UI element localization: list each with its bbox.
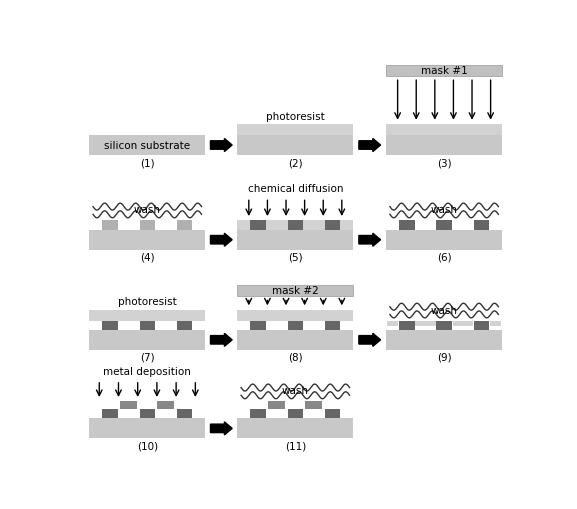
Bar: [237, 220, 354, 230]
Text: (8): (8): [288, 353, 303, 363]
Text: wash: wash: [282, 386, 309, 397]
Bar: [436, 321, 452, 330]
Bar: [436, 220, 452, 230]
Text: (10): (10): [137, 441, 158, 451]
Bar: [102, 321, 118, 330]
Bar: [140, 220, 155, 230]
FancyArrow shape: [359, 233, 381, 246]
Bar: [89, 418, 205, 438]
Text: (3): (3): [437, 158, 451, 168]
Bar: [89, 230, 205, 250]
Bar: [325, 321, 340, 330]
Bar: [387, 321, 398, 326]
Bar: [89, 135, 205, 155]
Bar: [287, 409, 303, 418]
Text: photoresist: photoresist: [118, 297, 177, 307]
Text: (9): (9): [437, 353, 451, 363]
Bar: [177, 220, 192, 230]
Bar: [490, 321, 501, 326]
FancyArrow shape: [211, 333, 232, 346]
Bar: [386, 65, 502, 76]
Text: (2): (2): [288, 158, 303, 168]
Text: photoresist: photoresist: [266, 112, 325, 122]
Bar: [140, 409, 155, 418]
Bar: [325, 409, 340, 418]
Bar: [287, 321, 303, 330]
Bar: [237, 330, 354, 350]
Bar: [120, 402, 137, 409]
Text: mask #2: mask #2: [272, 286, 319, 296]
Bar: [237, 124, 354, 135]
Bar: [102, 409, 118, 418]
FancyArrow shape: [359, 138, 381, 152]
Text: metal deposition: metal deposition: [103, 367, 191, 377]
Text: mask #1: mask #1: [421, 66, 467, 76]
Text: (6): (6): [437, 253, 451, 263]
Bar: [399, 321, 415, 330]
Bar: [305, 402, 323, 409]
Bar: [89, 310, 205, 321]
Text: silicon substrate: silicon substrate: [104, 141, 190, 151]
Text: (7): (7): [140, 353, 155, 363]
Text: wash: wash: [430, 305, 458, 316]
FancyArrow shape: [211, 138, 232, 152]
Text: (4): (4): [140, 253, 155, 263]
Bar: [237, 285, 354, 296]
Bar: [325, 220, 340, 230]
Bar: [250, 409, 266, 418]
Bar: [237, 418, 354, 438]
FancyArrow shape: [211, 422, 232, 435]
Bar: [399, 220, 415, 230]
Bar: [474, 220, 489, 230]
Bar: [287, 220, 303, 230]
Text: chemical diffusion: chemical diffusion: [248, 184, 343, 194]
Bar: [452, 321, 473, 326]
Bar: [237, 135, 354, 155]
Bar: [237, 230, 354, 250]
Bar: [102, 220, 118, 230]
Bar: [89, 330, 205, 350]
Bar: [250, 321, 266, 330]
Bar: [268, 402, 285, 409]
Bar: [177, 321, 192, 330]
Bar: [237, 310, 354, 321]
Bar: [415, 321, 436, 326]
Text: wash: wash: [430, 206, 458, 215]
Bar: [140, 321, 155, 330]
Bar: [386, 230, 502, 250]
Text: wash: wash: [134, 206, 161, 215]
Bar: [386, 330, 502, 350]
FancyArrow shape: [359, 333, 381, 346]
Bar: [158, 402, 174, 409]
Bar: [386, 135, 502, 155]
Text: (1): (1): [140, 158, 155, 168]
Bar: [474, 321, 489, 330]
Bar: [177, 409, 192, 418]
Text: (11): (11): [284, 441, 306, 451]
FancyArrow shape: [211, 233, 232, 246]
Bar: [386, 124, 502, 135]
Text: (5): (5): [288, 253, 303, 263]
Bar: [250, 220, 266, 230]
